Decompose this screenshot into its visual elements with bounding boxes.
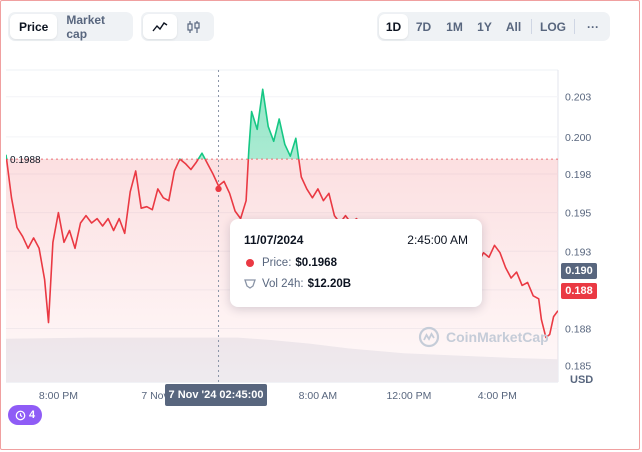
x-axis: 8:00 PM 7 Nov 8:00 AM 12:00 PM 4:00 PM: [39, 390, 517, 402]
hover-price-tag: 0.190: [561, 263, 597, 279]
up-fill-group: [6, 89, 299, 160]
tooltip-price-value: $0.1968: [295, 257, 337, 269]
tab-price[interactable]: Price: [10, 14, 58, 39]
chart-type-toggle: [141, 12, 214, 41]
coinmarketcap-logo-icon: [418, 326, 440, 348]
hover-point: [215, 185, 222, 193]
coinmarketcap-watermark: CoinMarketCap: [418, 326, 549, 348]
tooltip-time: 2:45:00 AM: [407, 233, 468, 247]
line-chart-icon[interactable]: [143, 14, 177, 39]
y-tick-label: 0.198: [565, 169, 591, 181]
y-tick-label: 0.193: [565, 246, 591, 258]
open-price-label: 0.1988: [10, 155, 41, 166]
range-divider: [574, 19, 575, 34]
time-range-toggle: 1D 7D 1M 1Y All LOG ···: [377, 12, 610, 41]
currency-label: USD: [570, 374, 593, 386]
price-marketcap-toggle: Price Market cap: [8, 12, 133, 41]
price-line-up-group: [6, 88, 300, 160]
y-tick-label: 0.188: [565, 324, 591, 336]
x-tick-label: 8:00 PM: [39, 390, 78, 402]
watermark-text: CoinMarketCap: [446, 329, 549, 345]
range-1m-button[interactable]: 1M: [446, 19, 463, 34]
y-tick-label: 0.203: [565, 92, 591, 104]
tab-market-cap[interactable]: Market cap: [66, 12, 106, 41]
tooltip-price-label: Price:: [262, 257, 292, 269]
x-tick-label: 8:00 AM: [299, 390, 338, 402]
range-1d-button[interactable]: 1D: [379, 14, 408, 39]
notifications-count: 4: [28, 409, 36, 421]
range-divider: [531, 19, 532, 34]
volume-icon: [244, 279, 256, 289]
history-icon: [15, 410, 26, 420]
tooltip-date: 11/07/2024: [244, 233, 304, 247]
candlestick-icon[interactable]: [177, 14, 211, 39]
range-all-button[interactable]: All: [505, 19, 522, 34]
price-line-up: [6, 88, 300, 160]
x-tick-label: 7 Nov: [141, 390, 169, 402]
y-tick-label: 0.195: [565, 208, 591, 220]
x-tick-label: 12:00 PM: [386, 390, 431, 402]
y-tick-label: 0.185: [565, 361, 591, 373]
tooltip-volume-value: $12.20B: [307, 278, 352, 290]
notifications-badge[interactable]: 4: [8, 405, 42, 425]
price-dot-icon: [246, 259, 254, 267]
x-tick-label: 4:00 PM: [478, 390, 517, 402]
tooltip-volume-label: Vol 24h:: [262, 278, 304, 290]
range-7d-button[interactable]: 7D: [415, 19, 432, 34]
current-price-tag: 0.188: [561, 283, 597, 299]
y-tick-label: 0.200: [565, 132, 591, 144]
range-1y-button[interactable]: 1Y: [477, 19, 492, 34]
price-tooltip: 11/07/2024 2:45:00 AM Price: $0.1968 Vol…: [230, 219, 482, 307]
log-scale-button[interactable]: LOG: [540, 19, 566, 34]
crosshair-time-tag: 7 Nov '24 02:45:00: [165, 384, 267, 406]
more-options-button[interactable]: ···: [587, 19, 599, 34]
up-fill-area: [6, 89, 299, 160]
